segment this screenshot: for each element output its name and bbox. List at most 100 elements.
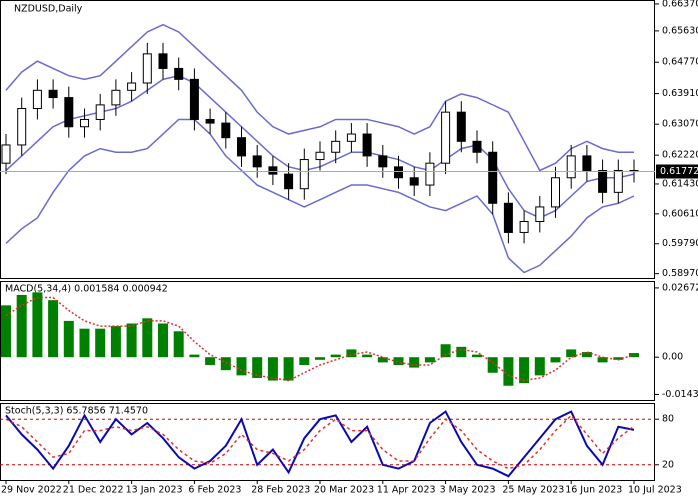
candle-body bbox=[111, 89, 121, 106]
macd-bar bbox=[283, 357, 294, 381]
y-tick-label: 80 bbox=[662, 414, 674, 425]
price-panel-frame bbox=[0, 0, 655, 279]
macd-bar bbox=[330, 354, 341, 358]
x-tick-label: 25 May 2023 bbox=[502, 485, 564, 496]
macd-bar bbox=[142, 318, 153, 358]
macd-bar bbox=[519, 357, 530, 384]
candle-body bbox=[237, 137, 246, 157]
candle-body bbox=[472, 140, 482, 153]
y-tick-label: 0.00 bbox=[662, 352, 683, 363]
macd-bar bbox=[158, 323, 168, 358]
candle-body bbox=[158, 53, 168, 69]
stoch-signal bbox=[5, 414, 635, 470]
macd-bar bbox=[346, 349, 357, 358]
y-tick-label: 0.62220 bbox=[662, 150, 698, 161]
candle-body bbox=[48, 89, 58, 99]
x-tick-label: 16 Jun 2023 bbox=[565, 485, 622, 496]
candle-body bbox=[252, 155, 262, 168]
candle-body bbox=[189, 78, 199, 120]
y-tick-label: 0.66370 bbox=[662, 0, 698, 9]
macd-bar bbox=[236, 357, 247, 376]
candle-body bbox=[346, 133, 356, 142]
macd-bar bbox=[126, 323, 137, 358]
y-tick-label: 0.65630 bbox=[662, 25, 698, 36]
macd-bar bbox=[581, 352, 592, 358]
x-tick-label: 11 Apr 2023 bbox=[377, 485, 436, 496]
macd-bar bbox=[393, 357, 404, 365]
x-tick-label: 29 Nov 2022 bbox=[1, 485, 62, 496]
macd-bar bbox=[377, 357, 388, 363]
candle-body bbox=[503, 202, 513, 233]
x-tick-label: 28 Feb 2023 bbox=[251, 485, 310, 496]
macd-bar bbox=[48, 300, 59, 358]
x-tick-label: 10 Jul 2023 bbox=[628, 485, 682, 496]
y-tick-label: 0.60610 bbox=[662, 208, 698, 219]
candle-body bbox=[127, 82, 137, 91]
macd-bar bbox=[205, 357, 216, 365]
candle-body bbox=[331, 140, 341, 153]
y-tick-label: 20 bbox=[662, 459, 674, 470]
candle-body bbox=[519, 221, 529, 233]
macd-bar bbox=[550, 357, 561, 363]
y-tick-label: 0.58970 bbox=[662, 268, 698, 279]
macd-title: MACD(5,34,4) 0.001584 0.000942 bbox=[5, 284, 168, 295]
last-price-label: 0.61772 bbox=[660, 166, 698, 177]
y-tick-label: 0.63910 bbox=[662, 88, 698, 99]
x-tick-label: 6 Feb 2023 bbox=[188, 485, 241, 496]
bollinger-band bbox=[5, 23, 634, 172]
x-tick-label: 3 May 2023 bbox=[440, 485, 496, 496]
candle-body bbox=[64, 97, 74, 128]
price-title: NZDUSD,Daily bbox=[14, 4, 83, 15]
candle-body bbox=[299, 159, 309, 190]
stoch-main bbox=[5, 410, 635, 478]
macd-panel-frame bbox=[0, 281, 655, 401]
macd-bar bbox=[534, 357, 545, 376]
macd-signal bbox=[5, 296, 635, 382]
macd-bar bbox=[1, 305, 11, 358]
candle-body bbox=[174, 67, 184, 80]
macd-bar bbox=[110, 326, 121, 358]
y-tick-label: 0.64770 bbox=[662, 57, 698, 68]
candle-body bbox=[394, 166, 403, 179]
macd-bar bbox=[487, 357, 498, 373]
candle-body bbox=[17, 108, 27, 146]
x-tick-label: 20 Mar 2023 bbox=[314, 485, 374, 496]
macd-bar bbox=[424, 357, 435, 363]
candle-body bbox=[409, 177, 419, 186]
candle-body bbox=[441, 111, 451, 164]
candle-body bbox=[425, 162, 435, 186]
macd-bar bbox=[252, 357, 263, 378]
candle-body bbox=[1, 144, 11, 164]
macd-bar bbox=[456, 346, 467, 358]
candle-body bbox=[598, 169, 608, 193]
macd-bar bbox=[613, 357, 624, 360]
candle-body bbox=[378, 155, 388, 168]
macd-bar bbox=[409, 357, 420, 368]
candle-body bbox=[362, 133, 372, 157]
macd-bar bbox=[566, 349, 577, 358]
y-tick-label: 0.63070 bbox=[662, 119, 698, 130]
bollinger-band bbox=[5, 118, 635, 274]
candle-body bbox=[205, 118, 215, 124]
macd-bar bbox=[299, 357, 310, 365]
y-tick-label: -0.014353 bbox=[662, 389, 698, 400]
candle-body bbox=[95, 104, 105, 120]
candle-body bbox=[268, 166, 278, 175]
macd-bar bbox=[315, 357, 325, 360]
x-tick-label: 13 Jan 2023 bbox=[126, 485, 183, 496]
macd-bar bbox=[267, 357, 278, 381]
candle-body bbox=[613, 169, 623, 193]
macd-bar bbox=[597, 357, 608, 363]
macd-bar bbox=[95, 328, 106, 358]
macd-bar bbox=[472, 354, 482, 358]
candle-body bbox=[221, 122, 231, 139]
y-tick-label: 0.61430 bbox=[662, 178, 698, 189]
x-tick-label: 21 Dec 2022 bbox=[63, 485, 124, 496]
macd-bar bbox=[16, 294, 27, 358]
macd-bar bbox=[220, 357, 231, 371]
candle-body bbox=[551, 177, 560, 208]
macd-bar bbox=[503, 357, 514, 386]
candle-body bbox=[582, 155, 592, 171]
